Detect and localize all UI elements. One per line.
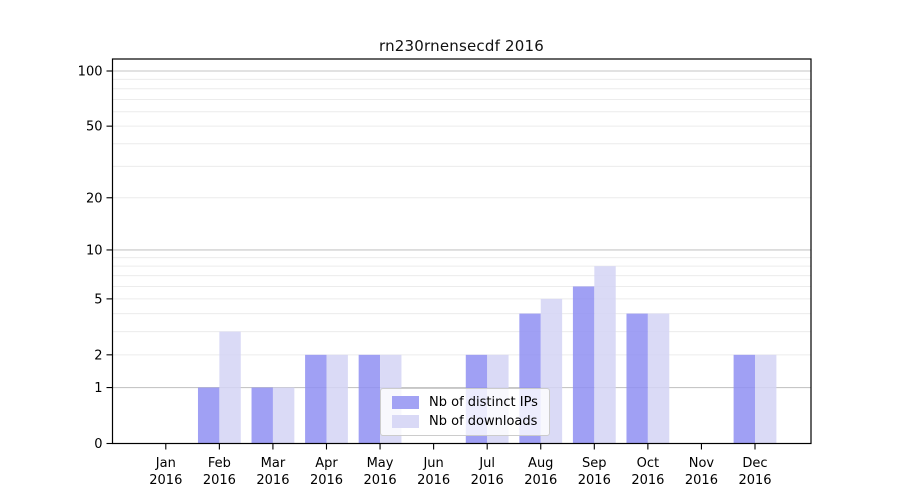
x-tick-label-month-8: Sep (582, 456, 607, 471)
bar-downloads-dec-2016 (755, 354, 777, 444)
y-tick-label-2: 2 (94, 348, 102, 363)
x-tick-label-month-1: Feb (208, 456, 231, 471)
bar-downloads-oct-2016 (647, 313, 670, 444)
y-tick-label-1: 1 (94, 381, 102, 396)
x-tick-label-year-5: 2016 (417, 473, 450, 488)
bar-downloads-mar-2016 (272, 387, 295, 444)
legend-row-downloads: Nb of downloads (392, 415, 538, 428)
x-tick-label-year-8: 2016 (578, 473, 611, 488)
bar-distinct-ips-feb-2016 (197, 387, 220, 444)
y-tick-label-20: 20 (86, 191, 103, 206)
legend-label-distinct-ips: Nb of distinct IPs (429, 395, 538, 410)
legend-swatch-distinct-ips (392, 396, 419, 409)
x-tick-label-month-6: Jul (478, 456, 495, 471)
x-tick-label-month-2: Mar (261, 456, 286, 471)
chart-title: rn230rnensecdf 2016 (378, 37, 545, 55)
x-tick-label-month-11: Dec (742, 456, 767, 471)
x-tick-label-year-11: 2016 (738, 473, 771, 488)
x-tick-label-year-7: 2016 (524, 473, 557, 488)
bar-distinct-ips-apr-2016 (305, 354, 327, 444)
y-tick-label-50: 50 (86, 120, 103, 135)
bar-distinct-ips-mar-2016 (251, 387, 273, 444)
bar-distinct-ips-oct-2016 (626, 313, 648, 444)
x-tick-label-year-1: 2016 (203, 473, 236, 488)
bar-distinct-ips-sep-2016 (572, 286, 595, 444)
y-tick-label-10: 10 (86, 243, 103, 258)
x-tick-label-year-6: 2016 (471, 473, 504, 488)
y-tick-label-100: 100 (78, 65, 103, 80)
x-tick-label-year-3: 2016 (310, 473, 343, 488)
x-tick-label-year-0: 2016 (149, 473, 182, 488)
x-tick-label-month-9: Oct (637, 456, 659, 471)
legend-label-downloads: Nb of downloads (429, 414, 538, 429)
x-tick-label-month-3: Apr (315, 456, 338, 471)
bar-downloads-feb-2016 (219, 331, 241, 444)
x-tick-label-year-10: 2016 (685, 473, 718, 488)
x-tick-label-month-10: Nov (689, 456, 715, 471)
x-tick-label-year-2: 2016 (256, 473, 289, 488)
x-tick-label-month-7: Aug (528, 456, 553, 471)
bar-downloads-sep-2016 (594, 266, 616, 444)
bar-distinct-ips-dec-2016 (733, 354, 755, 444)
x-tick-label-month-4: May (367, 456, 394, 471)
x-tick-label-month-5: Jun (422, 456, 443, 471)
bar-downloads-apr-2016 (326, 354, 348, 444)
x-tick-label-year-4: 2016 (364, 473, 397, 488)
x-tick-label-year-9: 2016 (631, 473, 664, 488)
legend-swatch-downloads (392, 415, 419, 428)
axes-frame (111, 58, 812, 445)
bar-distinct-ips-may-2016 (358, 354, 381, 444)
legend-row-distinct-ips: Nb of distinct IPs (392, 396, 538, 409)
y-tick-label-5: 5 (94, 292, 102, 307)
x-tick-label-month-0: Jan (155, 456, 176, 471)
y-tick-label-0: 0 (94, 437, 102, 452)
legend: Nb of distinct IPs Nb of downloads (380, 388, 550, 436)
